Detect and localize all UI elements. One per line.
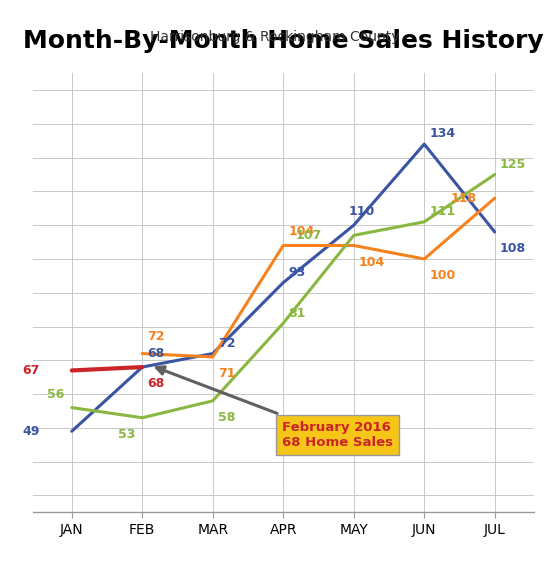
Text: 134: 134 bbox=[429, 127, 455, 141]
Text: 110: 110 bbox=[348, 205, 375, 218]
Text: 58: 58 bbox=[218, 411, 235, 425]
Text: 93: 93 bbox=[288, 266, 305, 279]
Text: 49: 49 bbox=[23, 425, 40, 438]
Text: 81: 81 bbox=[288, 306, 306, 320]
Text: 72: 72 bbox=[147, 330, 164, 343]
Text: 125: 125 bbox=[499, 158, 526, 171]
Title: Month-By-Month Home Sales History: Month-By-Month Home Sales History bbox=[23, 29, 543, 53]
Text: 72: 72 bbox=[218, 337, 235, 350]
Text: 68: 68 bbox=[147, 377, 164, 391]
Text: 100: 100 bbox=[429, 269, 455, 283]
Text: 56: 56 bbox=[47, 387, 65, 401]
Text: 104: 104 bbox=[288, 225, 315, 239]
Text: 68: 68 bbox=[147, 347, 164, 360]
Text: 108: 108 bbox=[499, 242, 526, 256]
Text: 71: 71 bbox=[218, 367, 235, 381]
Text: 104: 104 bbox=[359, 256, 385, 269]
Text: 107: 107 bbox=[296, 229, 322, 242]
Text: 111: 111 bbox=[429, 205, 455, 218]
Text: 67: 67 bbox=[23, 364, 40, 377]
Text: 53: 53 bbox=[118, 428, 135, 441]
Text: February 2016
68 Home Sales: February 2016 68 Home Sales bbox=[282, 421, 393, 449]
Text: 118: 118 bbox=[451, 191, 477, 205]
Text: Harrisonburg & Rockingham County: Harrisonburg & Rockingham County bbox=[150, 30, 400, 43]
